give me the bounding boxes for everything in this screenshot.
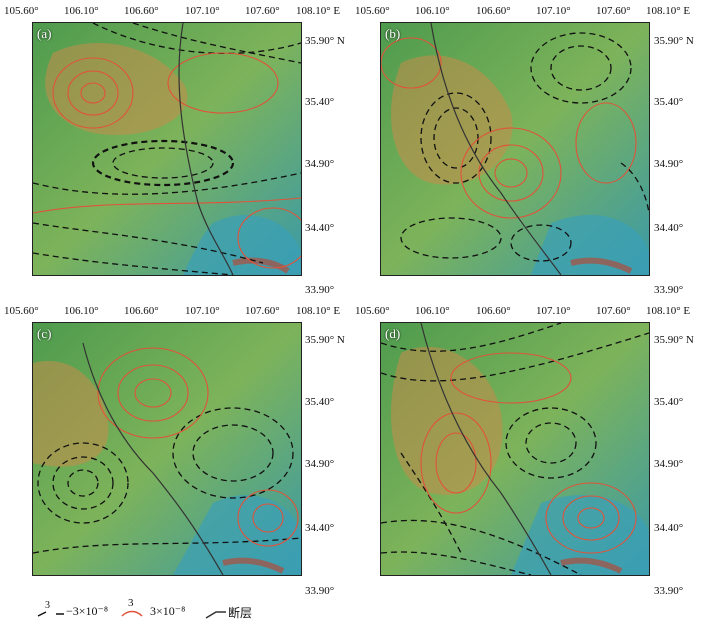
map-a-graphic: [33, 23, 301, 275]
x-tick-label: 107.10°: [536, 305, 571, 317]
negative-contour-legend-label: −3×10⁻⁸: [66, 604, 109, 618]
y-tick-label: 35.90° N: [305, 35, 345, 47]
y-tick-label: 35.40°: [305, 96, 335, 108]
positive-contour-legend-label: 3×10⁻⁸: [150, 604, 186, 618]
y-tick-label: 35.40°: [305, 396, 335, 408]
y-tick-label: 34.90°: [654, 458, 684, 470]
y-tick-label: 35.90° N: [305, 334, 345, 346]
x-tick-label: 107.10°: [185, 305, 220, 317]
positive-contour-legend-icon: [121, 610, 143, 617]
x-tick-label: 107.60°: [596, 305, 631, 317]
positive-contour-legend-symbol: 3: [128, 597, 134, 609]
y-tick-label: 33.90°: [305, 284, 335, 296]
map-panel-c: (c): [32, 322, 302, 576]
y-tick-label: 35.40°: [654, 96, 684, 108]
negative-contour-legend-icon: [37, 611, 64, 617]
fault-legend-label: 断层: [228, 606, 253, 620]
x-tick-label: 105.60°: [4, 305, 39, 317]
map-panel-b: (b): [380, 22, 650, 276]
y-tick-label: 35.90° N: [654, 334, 694, 346]
y-tick-label: 34.90°: [305, 458, 335, 470]
x-tick-label: 106.60°: [476, 305, 511, 317]
x-tick-label: 106.10°: [64, 305, 99, 317]
y-tick-label: 34.40°: [305, 222, 335, 234]
x-tick-label: 106.10°: [415, 5, 450, 17]
x-tick-label: 108.10° E: [646, 305, 691, 317]
x-tick-label: 107.10°: [185, 5, 220, 17]
y-tick-label: 33.90°: [654, 284, 684, 296]
map-b-graphic: [381, 23, 649, 275]
x-tick-label: 108.10° E: [296, 5, 341, 17]
y-tick-label: 34.40°: [654, 222, 684, 234]
x-tick-label: 107.60°: [245, 5, 280, 17]
map-c-graphic: [33, 323, 301, 575]
fault-legend-icon: [205, 611, 226, 619]
y-tick-label: 35.90° N: [654, 35, 694, 47]
y-tick-label: 34.90°: [305, 158, 335, 170]
map-panel-a: (a): [32, 22, 302, 276]
x-tick-label: 108.10° E: [646, 5, 691, 17]
map-d-graphic: [381, 323, 649, 575]
y-tick-label: 34.40°: [654, 522, 684, 534]
y-tick-label: 33.90°: [305, 585, 335, 597]
x-tick-label: 106.60°: [124, 305, 159, 317]
negative-contour-legend-symbol: 3: [45, 600, 50, 611]
x-tick-label: 107.10°: [536, 5, 571, 17]
x-tick-label: 106.10°: [64, 5, 99, 17]
panel-label: (d): [385, 326, 401, 341]
y-tick-label: 33.90°: [654, 585, 684, 597]
x-tick-label: 107.60°: [245, 305, 280, 317]
x-tick-label: 108.10° E: [296, 305, 341, 317]
x-tick-label: 105.60°: [4, 5, 39, 17]
x-tick-label: 105.60°: [355, 5, 390, 17]
y-tick-label: 35.40°: [654, 396, 684, 408]
panel-label: (b): [385, 26, 401, 41]
panel-label: (a): [37, 26, 52, 41]
x-tick-label: 107.60°: [596, 5, 631, 17]
x-tick-label: 105.60°: [355, 305, 390, 317]
x-tick-label: 106.10°: [415, 305, 450, 317]
map-panel-d: (d): [380, 322, 650, 576]
panel-label: (c): [37, 326, 52, 341]
x-tick-label: 106.60°: [124, 5, 159, 17]
y-tick-label: 34.90°: [654, 158, 684, 170]
x-tick-label: 106.60°: [476, 5, 511, 17]
y-tick-label: 34.40°: [305, 522, 335, 534]
